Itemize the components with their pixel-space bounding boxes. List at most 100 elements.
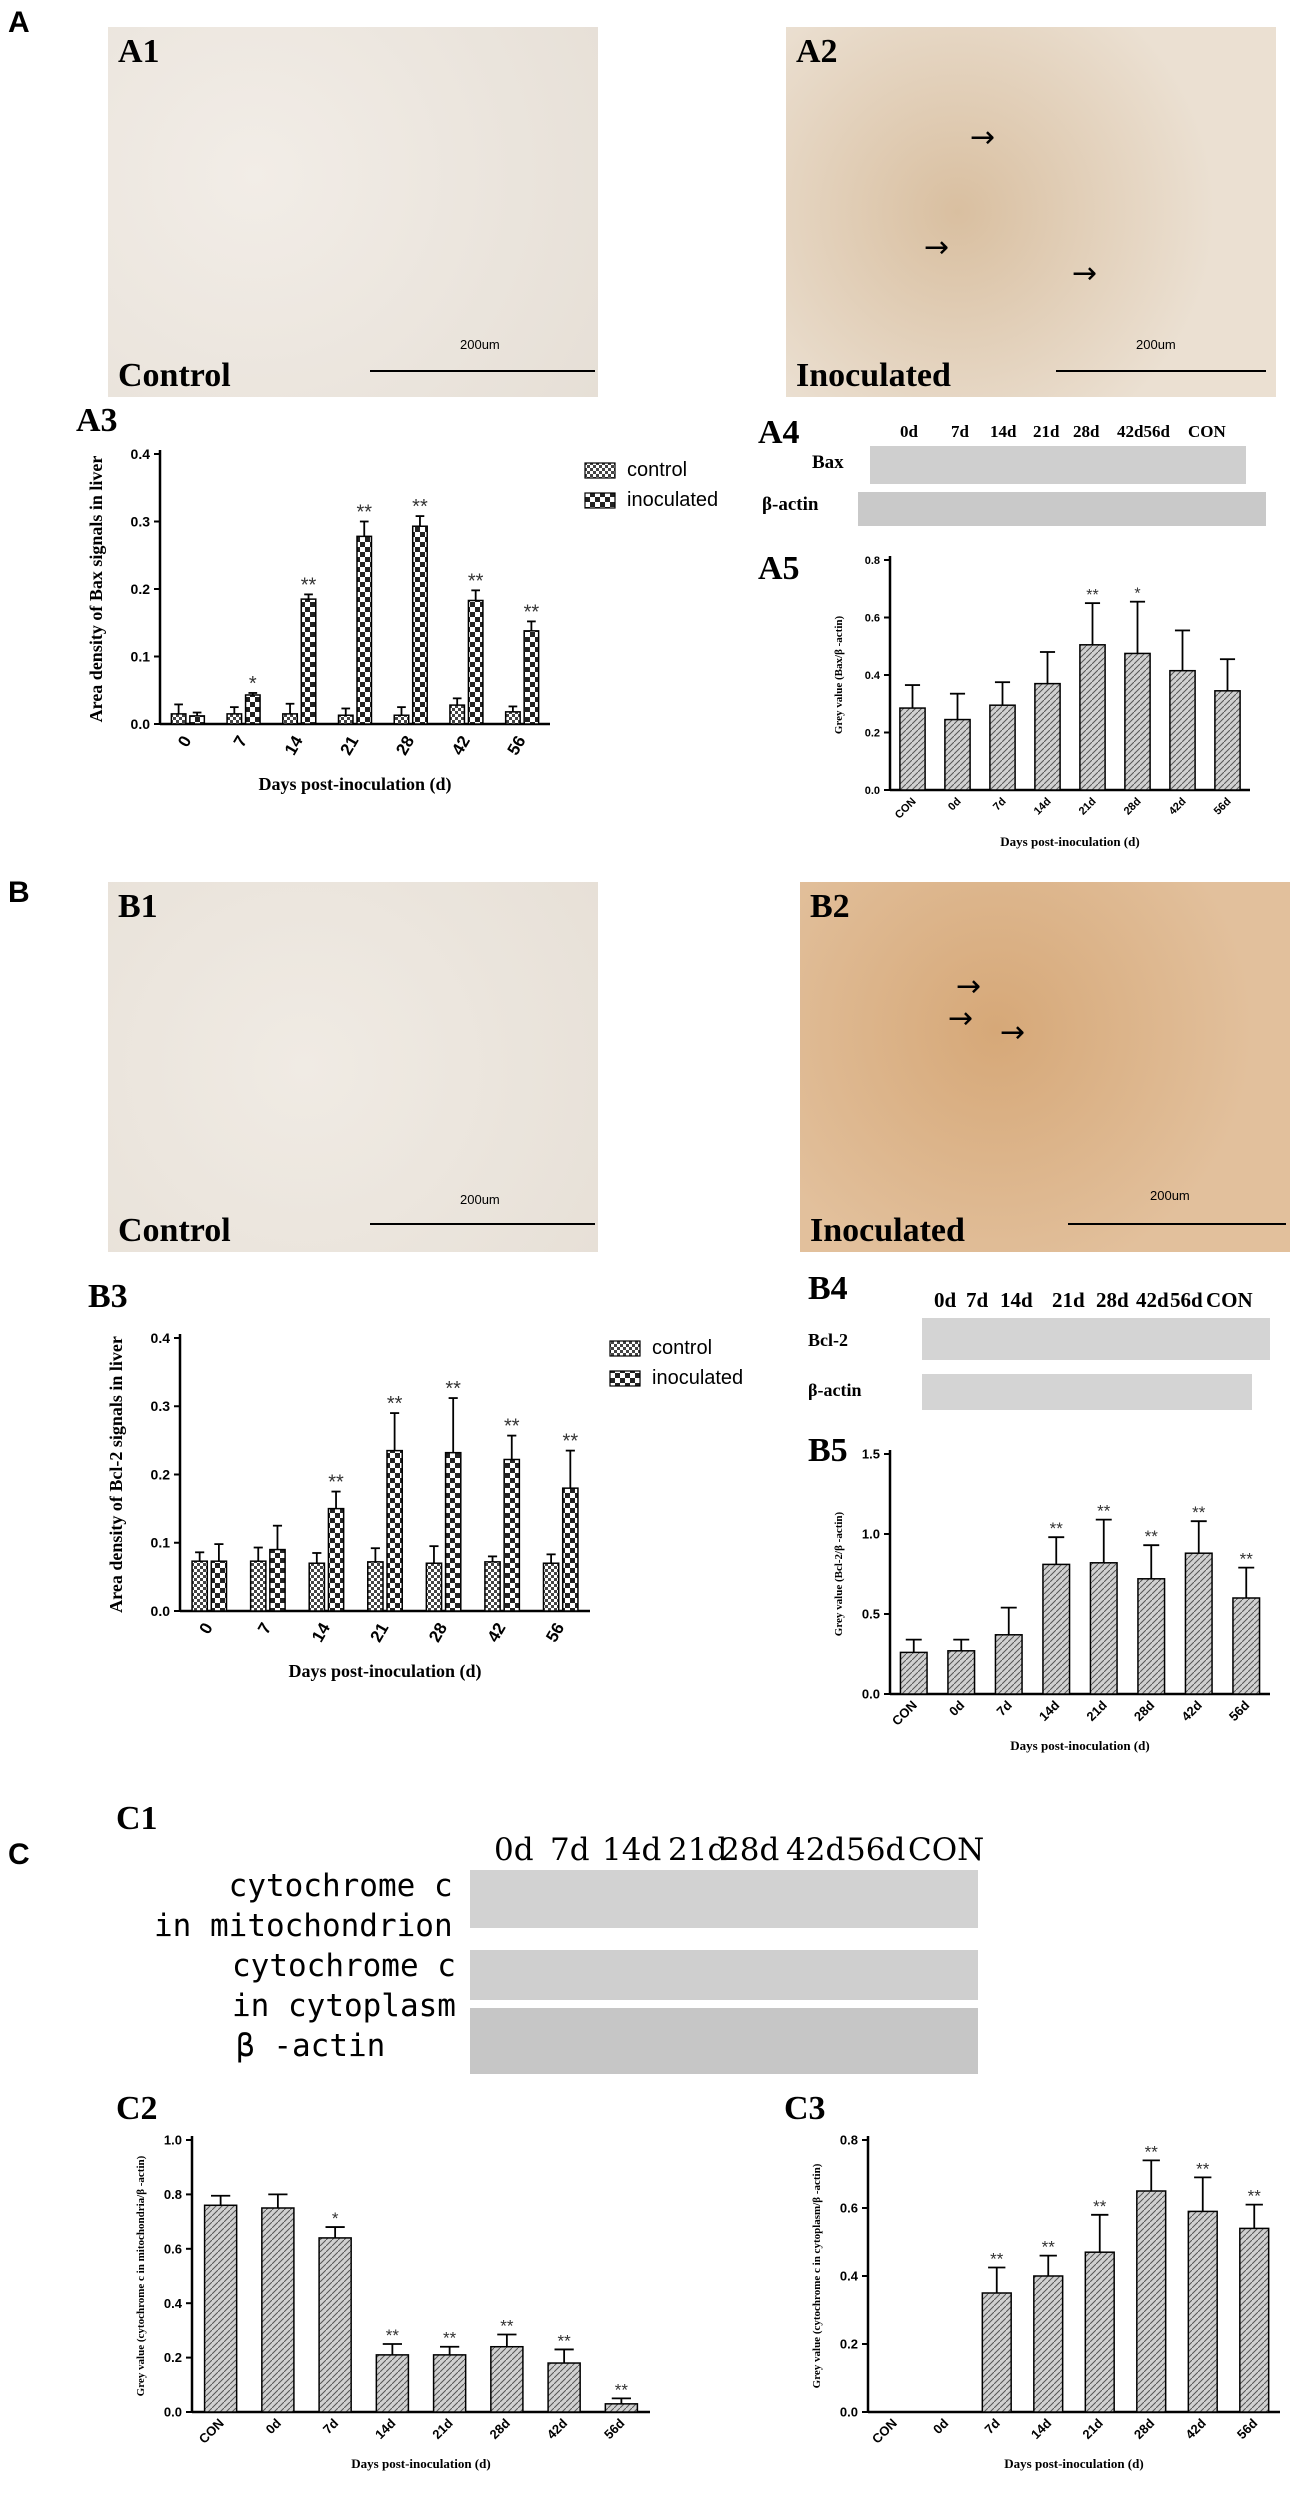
x-tick-label: 0d [946,796,964,814]
chart-a3-svg: 0.0 0.1 0.2 0.3 0.4 Area density of Bax signa… [86,446,718,795]
bar [1136,2190,1167,2413]
bar [1079,644,1106,791]
x-tick-label: 56 [542,1620,568,1646]
x-axis-label: Days post-inoculation (d) [1004,2456,1143,2471]
y-tick-label: 1.5 [862,1447,880,1462]
significance-marker: ** [412,496,428,518]
significance-marker: * [249,673,257,695]
arrow-icon: → [1000,1015,1026,1050]
blot-strip-cytc-cyto [470,1950,978,2000]
x-tick-label: 0d [263,2415,284,2436]
significance-marker: ** [615,2380,629,2399]
y-tick-label: 0.6 [840,2201,858,2216]
bar [282,713,299,725]
y-tick-label: 0.4 [865,670,881,682]
x-tick-label: 56 [504,733,530,759]
x-tick-label: 42 [448,733,474,759]
blot-lane-5: 42d [1136,1288,1169,1312]
y-tick-label: 0.2 [151,1466,171,1482]
bar [411,525,428,725]
bar [981,2292,1012,2413]
chart-title-b3: B3 [88,1278,128,1315]
section-label-c: C [8,1838,30,1871]
scale-text-b2: 200um [1150,1188,1190,1203]
panel-label-c1: C1 [116,1800,158,1837]
bar [449,704,466,725]
y-tick-label: 0.2 [865,727,880,739]
chart-c2-svg: 0.0 0.2 0.4 0.6 0.8 1.0 Grey value (cytochrome… [135,2133,650,2471]
significance-marker: ** [1145,1527,1159,1546]
x-tick-label: 28d [487,2415,513,2441]
y-axis-label: Area density of Bax signals in liver [86,456,106,723]
chart-title-a3: A3 [76,402,118,439]
chart-title-a5: A5 [758,550,800,587]
bar [899,1651,928,1695]
x-tick-label: 56d [1226,1697,1252,1723]
blot-lane-3: 21d [1052,1288,1085,1312]
blot-strip-cytc-mito [470,1870,978,1928]
chart-title-b5: B5 [808,1432,848,1469]
bar [356,535,373,725]
blot-strip-bax [870,446,1246,484]
x-tick-label: 14d [372,2415,398,2441]
y-tick-label: 1.0 [862,1527,880,1542]
x-tick-label: 21 [367,1620,393,1646]
significance-marker: * [1134,586,1140,603]
bar [523,630,540,725]
blot-lane-0: 0d [900,422,918,441]
bar [994,1634,1023,1695]
significance-marker: ** [356,502,372,524]
caption-a2: Inoculated [796,357,951,394]
arrow-icon: → [1072,256,1098,291]
x-tick-label: CON [869,2416,900,2447]
blot-lane-1: 7d [966,1288,989,1312]
scale-bar-a2 [1056,370,1266,372]
scale-text-a1: 200um [460,337,500,352]
bar [170,713,187,725]
significance-marker: ** [1097,1502,1111,1521]
y-tick-label: 0.5 [862,1607,880,1622]
x-tick-label: 42d [1167,796,1189,818]
caption-b1: Control [118,1212,231,1249]
y-tick-label: 0.6 [164,2241,182,2256]
bar [989,704,1016,791]
y-axis-label: Grey value (cytochrome c in mitochondria… [135,2155,147,2396]
x-tick-label: 42d [1178,1697,1204,1723]
x-tick-label: 21d [1083,1697,1109,1723]
y-tick-label: 0.0 [862,1687,880,1702]
arrow-icon: → [956,969,982,1004]
bar [444,1451,462,1612]
blot-lane-3: 21d [668,1832,728,1868]
bar [490,2345,524,2413]
bar [308,1562,326,1612]
scale-text-b1: 200um [460,1192,500,1207]
legend-swatch [584,462,616,479]
bar [542,1562,560,1612]
significance-marker: ** [1093,2197,1107,2216]
y-axis-label: Grey value (cytochrome c in cytoplasm/β … [811,2163,823,2388]
chart-b5: B5 0.0 0.5 1.0 1.5 Grey value (Bcl-2/β -acti… [808,1432,1290,1792]
x-tick-label: 7 [230,733,251,751]
x-tick-label: 42d [544,2415,570,2441]
arrow-icon: → [948,1001,974,1036]
bar [327,1507,345,1612]
bar [1187,2210,1218,2413]
panel-label-a1: A1 [118,33,160,70]
x-tick-label: 14d [1028,2415,1054,2441]
significance-marker: ** [468,570,484,592]
x-tick-label: 14 [281,732,307,758]
blot-row-label: cytochrome c in cytoplasm [232,1948,456,2024]
significance-marker: ** [1248,2187,1262,2206]
panel-label-a2: A2 [796,33,838,70]
bar [269,1548,286,1612]
significance-marker: ** [1050,1519,1064,1538]
bar [318,2237,352,2413]
x-tick-label: CON [889,1698,920,1729]
bar [1169,669,1196,791]
bar [1184,1552,1213,1695]
y-axis-label: Area density of Bcl-2 signals in liver [106,1336,126,1613]
blot-lane-4: 28d [1073,422,1100,441]
blot-strip-bcl2 [922,1318,1270,1360]
bar [561,1487,579,1612]
micrograph-a2: A2 Inoculated → → → 200um [786,27,1276,397]
